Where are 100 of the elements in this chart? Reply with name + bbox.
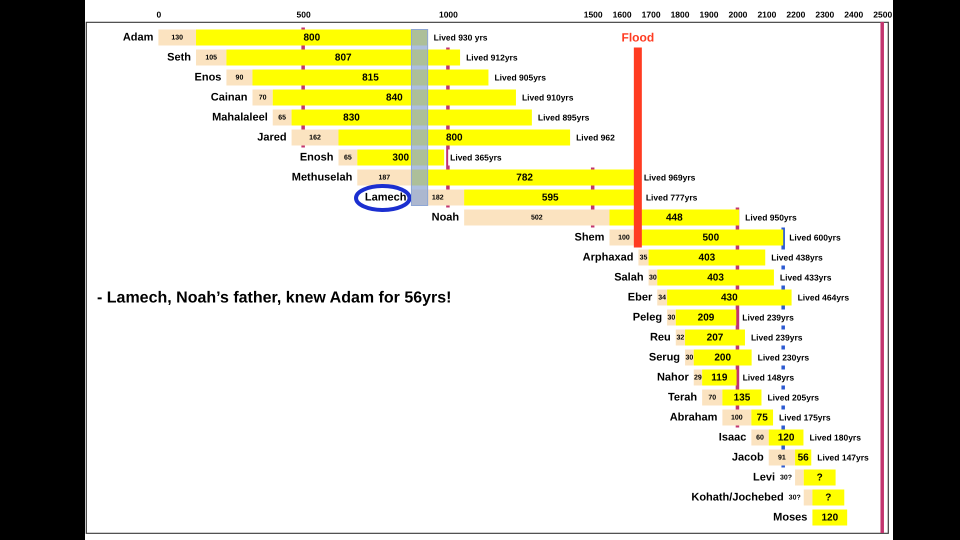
data-label: 800 bbox=[303, 32, 321, 44]
data-label: 807 bbox=[334, 52, 352, 64]
total-label: Lived 930 yrs bbox=[434, 32, 488, 42]
y-tick-label: Cainan bbox=[210, 92, 248, 104]
x-tick-label: 1800 bbox=[670, 10, 690, 20]
data-label: 840 bbox=[386, 92, 404, 104]
y-tick-label: Reu bbox=[650, 332, 671, 344]
bar bbox=[685, 330, 745, 346]
bar bbox=[252, 90, 273, 106]
x-tick-label: 1000 bbox=[438, 10, 458, 20]
x-tick-label: 500 bbox=[296, 10, 312, 20]
bar bbox=[338, 150, 358, 166]
bar bbox=[272, 90, 516, 106]
bar bbox=[292, 110, 532, 126]
total-label: Lived 365yrs bbox=[450, 152, 502, 162]
bar bbox=[338, 130, 570, 146]
data-label: 815 bbox=[362, 72, 380, 84]
x-tick-label: 1700 bbox=[642, 10, 661, 20]
x-tick-label: 0 bbox=[156, 10, 162, 20]
bar bbox=[667, 290, 792, 306]
data-label: 403 bbox=[707, 272, 724, 284]
y-tick-label: Peleg bbox=[632, 312, 662, 324]
total-label: Lived 147yrs bbox=[817, 452, 870, 462]
data-label: 120 bbox=[778, 432, 795, 444]
y-tick-label: Jacob bbox=[732, 452, 764, 464]
x-tick-label: 2200 bbox=[786, 10, 806, 20]
annotation: - Lamech, Noah’s father, knew Adam for 56yrs! bbox=[97, 290, 452, 306]
bar bbox=[196, 50, 226, 66]
bar bbox=[464, 210, 610, 226]
y-tick-label: Kohath/Jochebed bbox=[691, 492, 784, 504]
bar bbox=[158, 30, 196, 46]
bar bbox=[226, 50, 460, 66]
y-tick-label: Mahalaleel bbox=[212, 112, 268, 124]
data-label: 56 bbox=[798, 452, 810, 464]
data-label: 209 bbox=[698, 312, 715, 324]
data-label: 403 bbox=[698, 252, 716, 264]
bar bbox=[804, 490, 812, 506]
y-tick-label: Shem bbox=[574, 232, 605, 244]
y-tick-label: Levi bbox=[752, 472, 775, 484]
total-label: Lived 969yrs bbox=[644, 172, 696, 182]
bar bbox=[657, 270, 774, 286]
y-tick-label: Adam bbox=[122, 32, 154, 44]
data-label: 200 bbox=[714, 352, 732, 364]
total-label: Lived 433yrs bbox=[780, 272, 832, 282]
y-tick-label: Eber bbox=[628, 292, 653, 304]
bar bbox=[804, 470, 836, 486]
data-label: 119 bbox=[711, 372, 728, 384]
total-label: Lived 950yrs bbox=[745, 212, 797, 222]
data-label: 448 bbox=[666, 212, 684, 224]
ref-line-label: Flood bbox=[622, 30, 654, 44]
total-label: Lived 230yrs bbox=[758, 352, 810, 362]
total-label: Lived 912yrs bbox=[466, 52, 518, 62]
bar bbox=[702, 390, 722, 406]
total-label: Lived 962 bbox=[576, 132, 616, 142]
total-label: Lived 464yrs bbox=[798, 292, 850, 302]
data-label: 782 bbox=[516, 172, 534, 184]
bar bbox=[768, 450, 796, 466]
y-tick-label: Enos bbox=[194, 72, 222, 84]
total-label: Lived 239yrs bbox=[742, 312, 794, 322]
y-tick-label: Noah bbox=[432, 212, 460, 224]
total-label: Lived 600yrs bbox=[789, 232, 841, 242]
bar bbox=[252, 70, 488, 86]
total-label: Lived 910yrs bbox=[522, 92, 574, 102]
total-label: Lived 905yrs bbox=[494, 72, 546, 82]
y-tick-label: Serug bbox=[648, 352, 680, 364]
data-label: 207 bbox=[706, 332, 724, 344]
data-label: 135 bbox=[734, 392, 751, 404]
y-tick-label: Isaac bbox=[718, 432, 746, 444]
data-label: 300 bbox=[392, 152, 410, 164]
data-label: 595 bbox=[542, 192, 560, 204]
x-tick-label: 2300 bbox=[815, 10, 835, 20]
data-label: ? bbox=[825, 492, 832, 504]
bar bbox=[795, 470, 804, 486]
x-tick-label: 2400 bbox=[844, 10, 864, 20]
total-label: Lived 895yrs bbox=[538, 112, 590, 122]
x-tick-label: 1900 bbox=[700, 10, 719, 20]
x-tick-label: 1500 bbox=[584, 10, 603, 20]
y-tick-label: Abraham bbox=[670, 412, 718, 424]
y-tick-label: Methuselah bbox=[292, 172, 353, 184]
data-label: 800 bbox=[446, 132, 464, 144]
total-label: Lived 175yrs bbox=[779, 412, 831, 422]
bar bbox=[292, 130, 338, 146]
bar bbox=[676, 310, 736, 326]
total-label: Lived 777yrs bbox=[646, 192, 698, 202]
data-label: 830 bbox=[343, 112, 360, 124]
total-label: Lived 239yrs bbox=[750, 332, 803, 342]
data-label: ? bbox=[816, 472, 823, 484]
bar bbox=[812, 490, 844, 506]
data-label: 430 bbox=[720, 292, 738, 304]
bar bbox=[609, 210, 740, 226]
total-label: Lived 438yrs bbox=[771, 252, 824, 262]
y-tick-label: Nahor bbox=[656, 372, 690, 384]
x-tick-label: 2100 bbox=[757, 10, 777, 20]
y-tick-label: Terah bbox=[668, 392, 698, 404]
x-tick-label: 1600 bbox=[612, 10, 632, 20]
y-tick-label: Seth bbox=[167, 52, 192, 64]
x-tick-label: 2000 bbox=[728, 10, 748, 20]
data-label: 75 bbox=[756, 412, 768, 424]
data-label: 120 bbox=[821, 512, 839, 524]
y-tick-label: Arphaxad bbox=[582, 252, 634, 264]
